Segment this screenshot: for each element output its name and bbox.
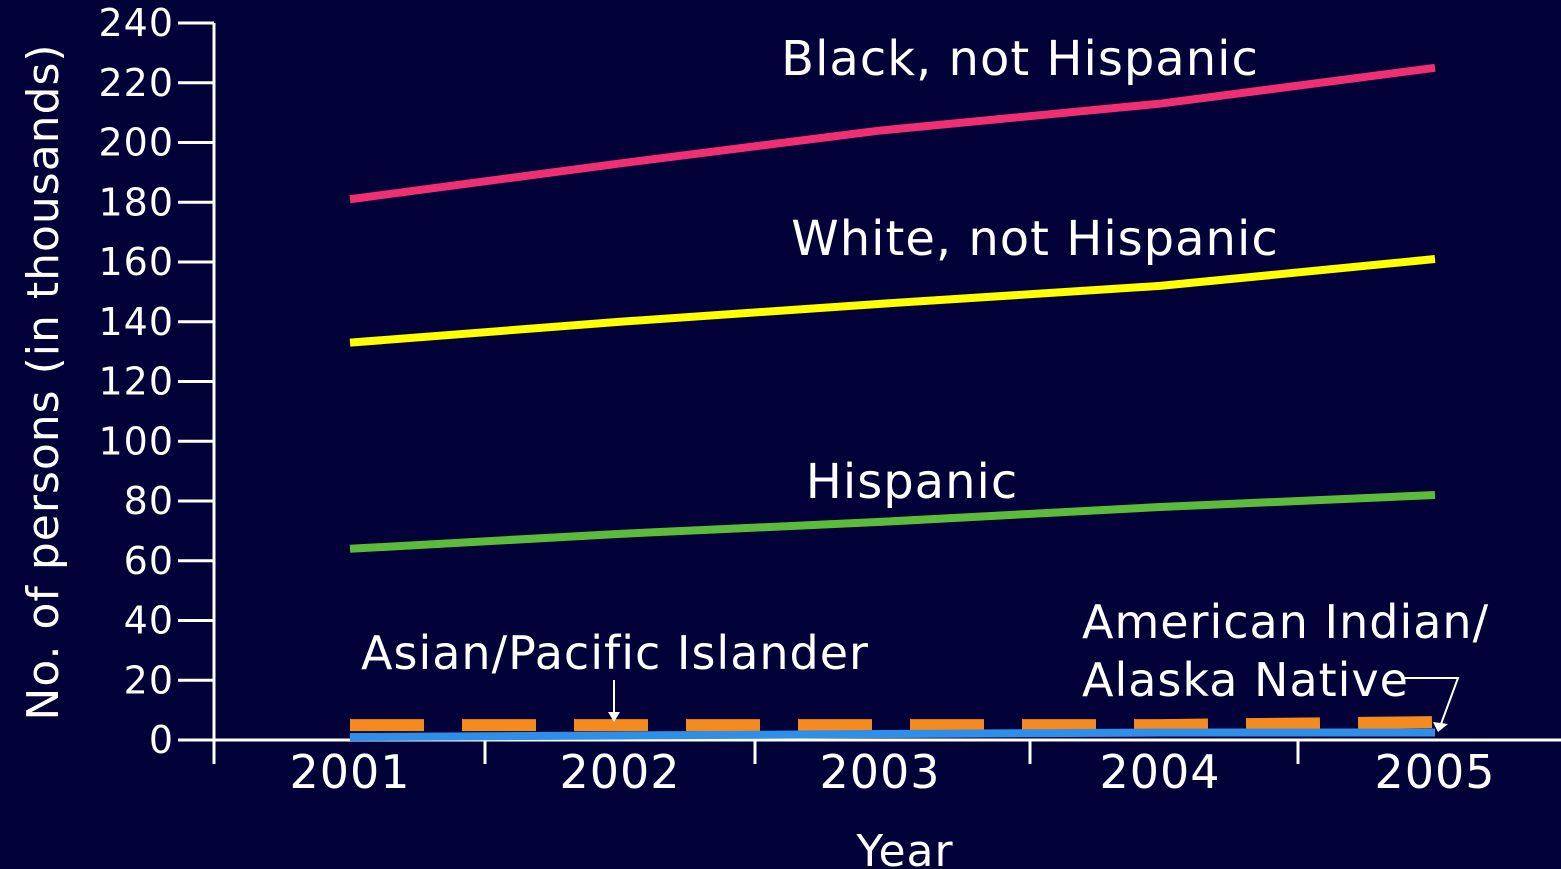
y-tick-label: 160: [98, 240, 174, 284]
label-white-not-hispanic: White, not Hispanic: [791, 211, 1278, 267]
axes-layer: 0 20 40 60 80 100 120 140 160 180 200 220 240 2001 200…: [18, 1, 1561, 869]
label-american-indian-line-2: Alaska Native: [1082, 653, 1409, 707]
label-american-indian-line-1: American Indian/: [1082, 595, 1489, 649]
y-tick-label: 40: [124, 599, 174, 643]
series-line-3: [350, 716, 1436, 732]
series-line-4: [349, 728, 1435, 742]
y-tick-label: 100: [98, 419, 174, 463]
asian-label-pointer-arrowhead: [608, 712, 620, 722]
y-tick-label: 0: [149, 718, 174, 762]
y-tick-label: 220: [98, 61, 174, 105]
y-tick-label: 80: [124, 479, 174, 523]
y-tick-label: 20: [124, 658, 174, 702]
label-asian-pacific-islander: Asian/Pacific Islander: [361, 626, 869, 680]
y-axis-title: No. of persons (in thousands): [18, 43, 69, 720]
labels-layer: Black, not Hispanic White, not Hispanic …: [361, 31, 1489, 732]
y-tick-label: 180: [98, 180, 174, 224]
native-label-pointer-line: [1405, 677, 1460, 725]
series-layer: [349, 63, 1436, 742]
x-axis-title: Year: [855, 826, 953, 869]
x-tick-label: 2005: [1374, 745, 1495, 799]
y-tick-label: 60: [124, 539, 174, 583]
native-label-pointer-arrowhead: [1433, 722, 1448, 732]
y-tick-label: 240: [98, 1, 174, 45]
series-line-0: [349, 63, 1436, 204]
y-tick-label: 120: [98, 360, 174, 404]
label-hispanic: Hispanic: [806, 454, 1018, 510]
x-tick-label: 2002: [559, 745, 680, 799]
label-black-not-hispanic: Black, not Hispanic: [781, 31, 1259, 87]
series-line-1: [349, 255, 1436, 347]
x-tick-label: 2001: [289, 745, 410, 799]
x-tick-label: 2003: [819, 745, 940, 799]
y-tick-label: 140: [98, 300, 174, 344]
x-tick-label: 2004: [1099, 745, 1220, 799]
y-tick-label: 200: [98, 121, 174, 165]
